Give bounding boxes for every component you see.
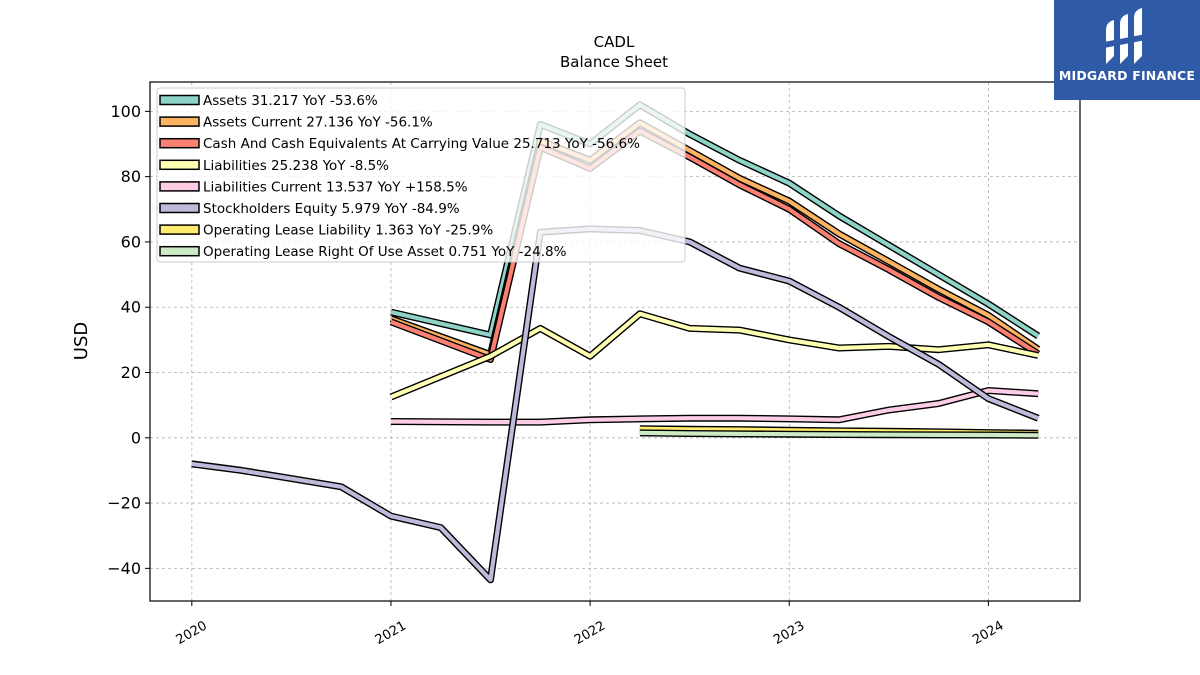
legend-swatch [159, 116, 200, 127]
legend-entry: Stockholders Equity 5.979 YoY -84.9% [203, 201, 460, 217]
x-tick-label: 2023 [771, 618, 807, 648]
y-axis-label: USD [71, 322, 92, 360]
x-tick-label: 2021 [373, 618, 409, 648]
y-tick-label: 20 [121, 363, 141, 382]
series-stroke [390, 311, 1039, 399]
legend-box [156, 87, 686, 263]
legend-entry: Liabilities Current 13.537 YoY +158.5% [203, 179, 468, 195]
midgard-logo-icon [1104, 8, 1146, 64]
x-tick-label: 2020 [174, 618, 210, 648]
legend: Assets 31.217 YoY -53.6% Assets Current 2… [156, 87, 686, 263]
y-tick-label: 60 [121, 232, 141, 251]
legend-entry: Operating Lease Right Of Use Asset 0.751… [203, 244, 567, 260]
legend-swatch [159, 181, 200, 192]
legend-entry: Operating Lease Liability 1.363 YoY -25.… [203, 223, 493, 239]
legend-swatch [159, 224, 200, 235]
legend-entry: Assets 31.217 YoY -53.6% [203, 93, 378, 109]
series-line [639, 429, 1039, 439]
legend-entry: Liabilities 25.238 YoY -8.5% [203, 158, 389, 174]
y-tick-label: 40 [121, 298, 141, 317]
y-tick-label: −40 [107, 559, 141, 578]
series-line [389, 310, 1039, 401]
x-tick-label: 2022 [572, 618, 608, 648]
y-tick-label: 0 [131, 428, 141, 447]
legend-entry: Cash And Cash Equivalents At Carrying Va… [203, 136, 640, 152]
series-stroke [639, 430, 1039, 438]
y-tick-label: 100 [110, 102, 141, 121]
legend-swatch [159, 245, 200, 257]
series-line [390, 387, 1039, 426]
legend-swatch [159, 202, 200, 214]
chart-title: CADL [594, 33, 635, 51]
legend-swatch [159, 159, 200, 171]
y-tick-label: −20 [107, 494, 141, 513]
y-tick-label: 80 [121, 167, 141, 186]
plot-frame [149, 81, 1081, 602]
legend-entry: Assets Current 27.136 YoY -56.1% [203, 115, 433, 131]
brand-name: MIDGARD FINANCE [1058, 68, 1196, 83]
legend-swatch [159, 137, 200, 149]
chart-subtitle: Balance Sheet [560, 53, 668, 71]
legend-swatch [159, 94, 200, 106]
x-tick-label: 2024 [970, 618, 1006, 648]
brand-logo: MIDGARD FINANCE [1054, 0, 1200, 100]
series-stroke [390, 388, 1039, 425]
